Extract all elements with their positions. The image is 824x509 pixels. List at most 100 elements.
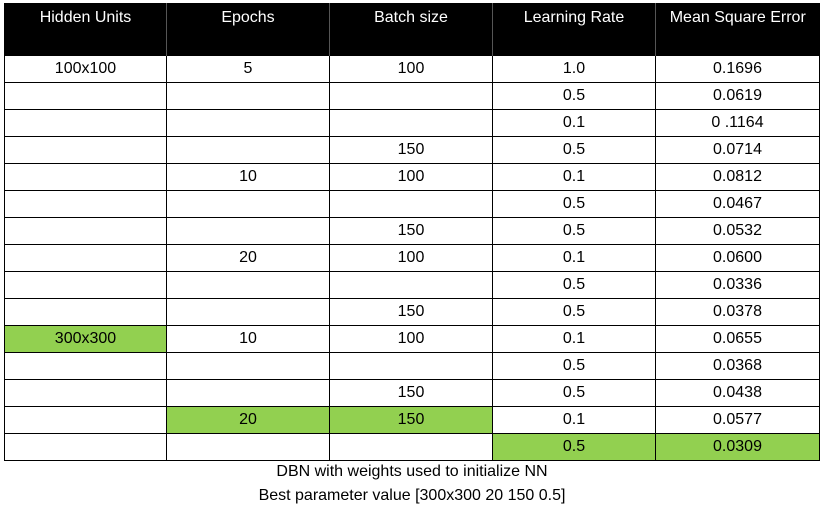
- header-hidden-units: Hidden Units: [4, 3, 167, 56]
- cell-learning-rate: 0.1: [492, 406, 656, 434]
- cell-epochs: [166, 352, 330, 380]
- cell-batch-size: 100: [329, 55, 493, 83]
- cell-hidden-units: [4, 244, 167, 272]
- cell-batch-size: [329, 190, 493, 218]
- table-row: 20 150 0.1 0.0577: [4, 406, 820, 434]
- cell-epochs: [166, 109, 330, 137]
- cell-learning-rate: 0.5: [492, 217, 656, 245]
- cell-learning-rate: 0.5: [492, 82, 656, 110]
- cell-hidden-units: [4, 406, 167, 434]
- header-learning-rate: Learning Rate: [492, 3, 656, 56]
- cell-mse: 0.0619: [655, 82, 820, 110]
- table-row: 150 0.5 0.0714: [4, 136, 820, 164]
- cell-batch-size: 150: [329, 136, 493, 164]
- table-row: 0.5 0.0619: [4, 82, 820, 110]
- cell-epochs: [166, 298, 330, 326]
- cell-learning-rate: 0.1: [492, 325, 656, 353]
- table-row: 150 0.5 0.0532: [4, 217, 820, 245]
- table-row: 10 100 0.1 0.0812: [4, 163, 820, 191]
- cell-learning-rate: 0.5: [492, 379, 656, 407]
- header-epochs: Epochs: [166, 3, 330, 56]
- cell-hidden-units: [4, 433, 167, 461]
- cell-learning-rate: 0.5: [492, 190, 656, 218]
- cell-batch-size: [329, 82, 493, 110]
- cell-learning-rate: 1.0: [492, 55, 656, 83]
- table-row: 20 100 0.1 0.0600: [4, 244, 820, 272]
- table-row: 0.5 0.0336: [4, 271, 820, 299]
- table-header-row: Hidden Units Epochs Batch size Learning …: [4, 3, 820, 56]
- cell-mse: 0.0812: [655, 163, 820, 191]
- cell-mse: 0.0655: [655, 325, 820, 353]
- cell-epochs: [166, 136, 330, 164]
- cell-learning-rate: 0.5: [492, 271, 656, 299]
- cell-hidden-units: [4, 136, 167, 164]
- cell-batch-size: 150: [329, 217, 493, 245]
- cell-learning-rate: 0.5: [492, 352, 656, 380]
- cell-batch-size: 150: [329, 379, 493, 407]
- cell-hidden-units: [4, 109, 167, 137]
- cell-mse: 0.1696: [655, 55, 820, 83]
- cell-hidden-units: 100x100: [4, 55, 167, 83]
- cell-hidden-units: [4, 298, 167, 326]
- cell-mse: 0.0336: [655, 271, 820, 299]
- table-row: 150 0.5 0.0378: [4, 298, 820, 326]
- table-row: 0.1 0 .1164: [4, 109, 820, 137]
- results-table: Hidden Units Epochs Batch size Learning …: [4, 3, 820, 461]
- cell-batch-size: [329, 271, 493, 299]
- cell-epochs: [166, 190, 330, 218]
- cell-learning-rate: 0.5: [492, 298, 656, 326]
- cell-epochs: [166, 433, 330, 461]
- table-row: 0.5 0.0467: [4, 190, 820, 218]
- cell-batch-size: [329, 109, 493, 137]
- cell-epochs: [166, 82, 330, 110]
- table-row: 300x300 10 100 0.1 0.0655: [4, 325, 820, 353]
- cell-epochs: [166, 217, 330, 245]
- cell-mse: 0.0309: [655, 433, 820, 461]
- cell-mse: 0.0577: [655, 406, 820, 434]
- cell-mse: 0.0467: [655, 190, 820, 218]
- table-body: 100x100 5 100 1.0 0.1696 0.5 0.0619 0.1 0 .1164 1…: [4, 55, 820, 461]
- cell-hidden-units: [4, 217, 167, 245]
- cell-epochs: 10: [166, 325, 330, 353]
- cell-hidden-units: [4, 379, 167, 407]
- header-batch-size: Batch size: [329, 3, 493, 56]
- cell-mse: 0 .1164: [655, 109, 820, 137]
- cell-mse: 0.0714: [655, 136, 820, 164]
- cell-epochs: 20: [166, 244, 330, 272]
- cell-hidden-units: [4, 163, 167, 191]
- cell-mse: 0.0600: [655, 244, 820, 272]
- cell-learning-rate: 0.5: [492, 433, 656, 461]
- table-row: 100x100 5 100 1.0 0.1696: [4, 55, 820, 83]
- cell-hidden-units: [4, 271, 167, 299]
- cell-hidden-units: [4, 82, 167, 110]
- cell-mse: 0.0532: [655, 217, 820, 245]
- cell-epochs: [166, 379, 330, 407]
- cell-hidden-units: 300x300: [4, 325, 167, 353]
- cell-learning-rate: 0.1: [492, 244, 656, 272]
- table-row: 0.5 0.0368: [4, 352, 820, 380]
- cell-mse: 0.0368: [655, 352, 820, 380]
- caption-line-1: DBN with weights used to initialize NN: [276, 463, 548, 480]
- cell-epochs: 20: [166, 406, 330, 434]
- cell-hidden-units: [4, 352, 167, 380]
- cell-batch-size: 150: [329, 298, 493, 326]
- cell-batch-size: 100: [329, 244, 493, 272]
- cell-learning-rate: 0.1: [492, 109, 656, 137]
- cell-batch-size: [329, 352, 493, 380]
- cell-batch-size: 100: [329, 163, 493, 191]
- cell-learning-rate: 0.1: [492, 163, 656, 191]
- cell-learning-rate: 0.5: [492, 136, 656, 164]
- cell-epochs: [166, 271, 330, 299]
- table-row: 150 0.5 0.0438: [4, 379, 820, 407]
- cell-mse: 0.0438: [655, 379, 820, 407]
- caption-line-2: Best parameter value [300x300 20 150 0.5…: [258, 487, 566, 504]
- table-row: 0.5 0.0309: [4, 433, 820, 461]
- cell-epochs: 10: [166, 163, 330, 191]
- cell-hidden-units: [4, 190, 167, 218]
- header-mean-square-error: Mean Square Error: [655, 3, 820, 56]
- cell-mse: 0.0378: [655, 298, 820, 326]
- cell-batch-size: [329, 433, 493, 461]
- cell-batch-size: 150: [329, 406, 493, 434]
- cell-batch-size: 100: [329, 325, 493, 353]
